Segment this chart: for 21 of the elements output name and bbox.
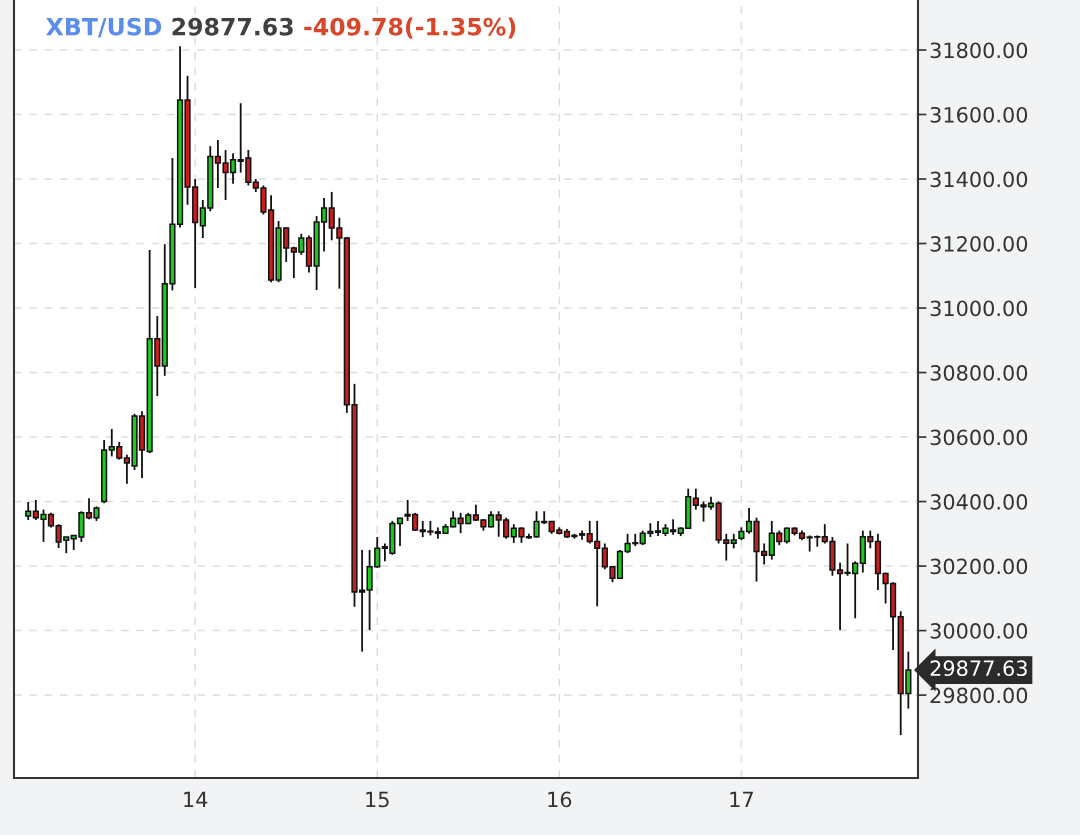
annotation: -409.78(-1.35%) [304, 17, 516, 39]
x-tick-label: 16 [548, 791, 572, 808]
text: XBT/USD [46, 17, 162, 38]
y-tick-label: 31000.00 [930, 300, 1028, 317]
x-tick-label: 15 [366, 791, 389, 808]
candlestick [396, 516, 404, 547]
annotation: 29877.63 [172, 17, 293, 36]
y-tick-label: 31400.00 [930, 171, 1028, 188]
y-tick-label: 30400.00 [930, 494, 1028, 510]
y-tick-label: 30200.00 [930, 558, 1028, 575]
y-tick-label: 30800.00 [930, 365, 1028, 381]
text: 29877.63 [930, 660, 1027, 677]
candlestick [25, 500, 32, 521]
y-tick-label: 31200.00 [930, 235, 1028, 252]
x-tick-label: 17 [730, 791, 753, 808]
y-tick-label: 29800.00 [930, 687, 1028, 704]
x-tick-label: 14 [184, 791, 208, 808]
y-tick-label: 31800.00 [930, 42, 1028, 59]
y-tick-label: 30000.00 [930, 623, 1028, 639]
y-tick-label: 30600.00 [930, 429, 1028, 446]
y-tick-label: 31600.00 [930, 106, 1028, 123]
